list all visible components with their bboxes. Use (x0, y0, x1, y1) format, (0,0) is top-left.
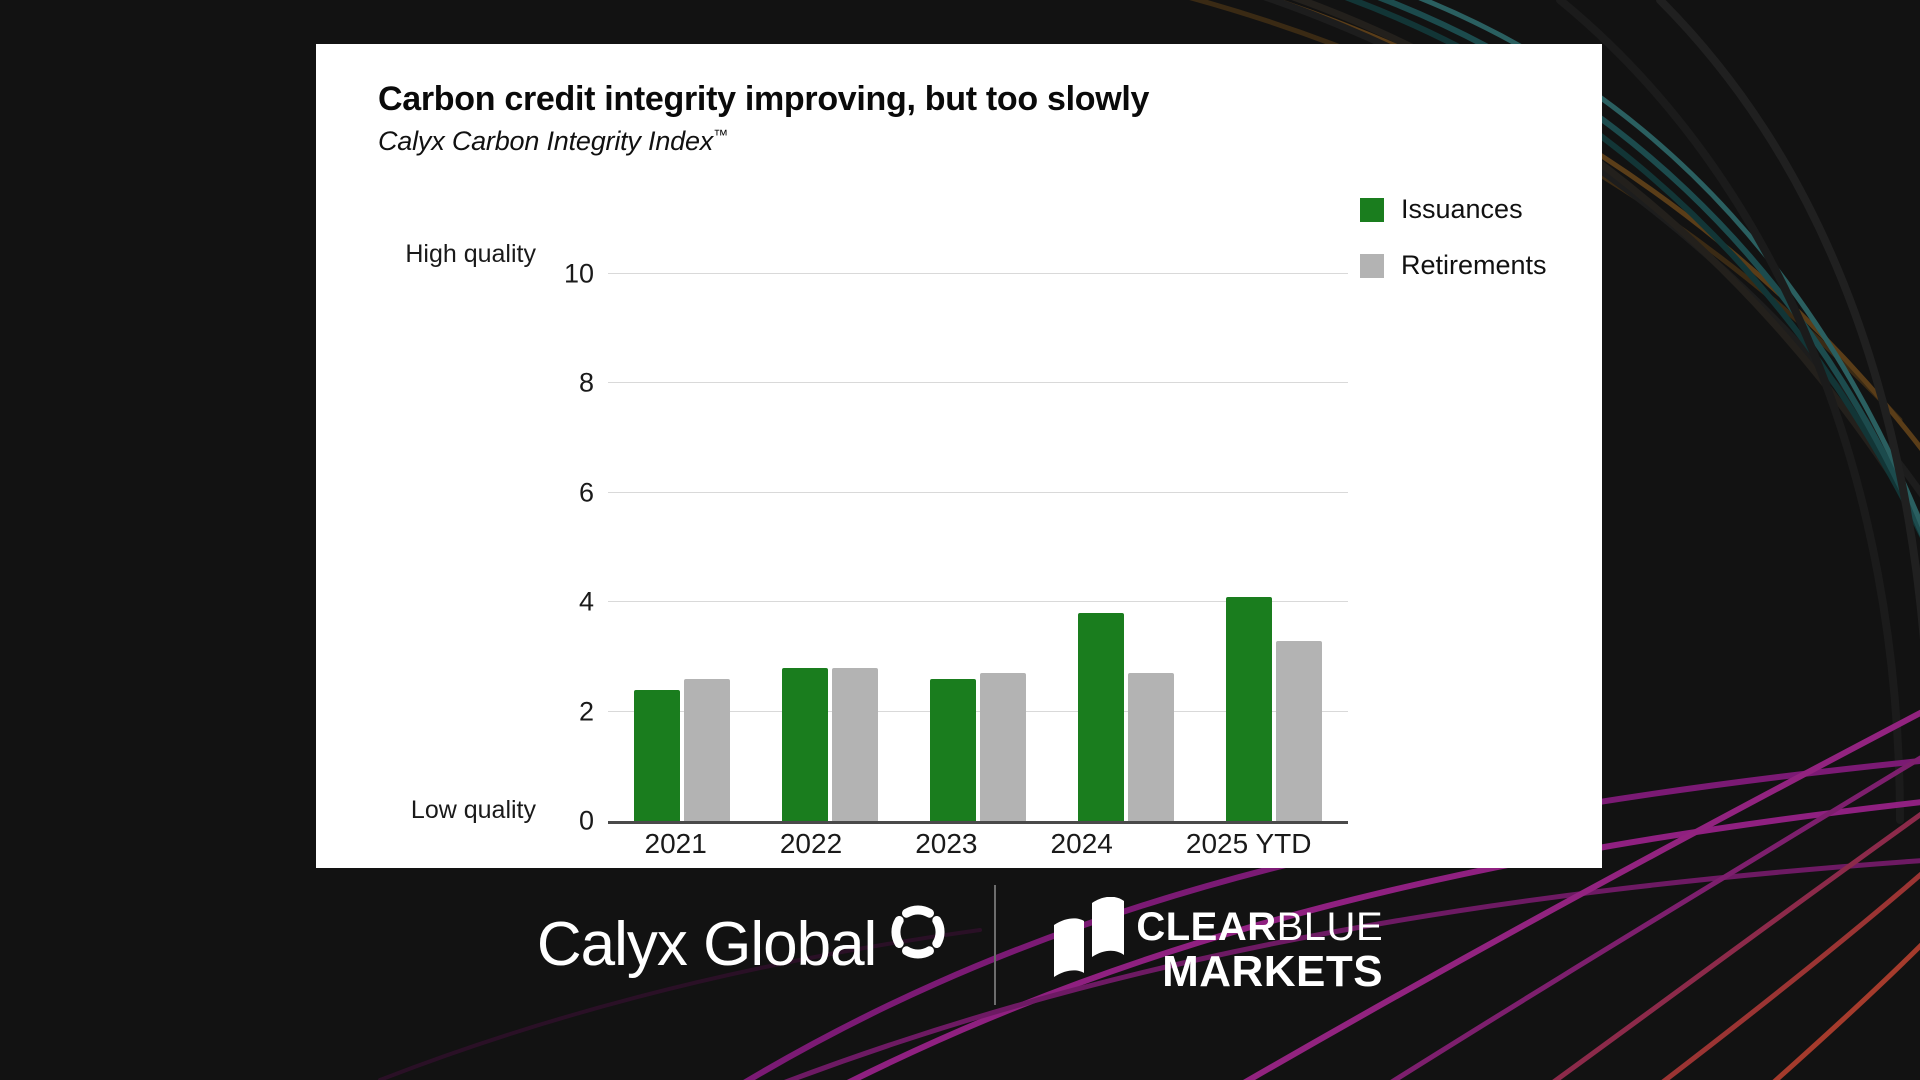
x-axis-label-2021: 2021 (644, 828, 707, 859)
x-axis-labels: 2021 2022 2023 2024 2025 YTD (608, 828, 1348, 860)
y-axis-tick-label: 0 (578, 805, 594, 836)
x-axis-baseline (608, 821, 1348, 824)
y-axis-tick-label: 10 (563, 258, 594, 289)
cbm-clear-text: CLEAR (1136, 905, 1277, 950)
legend-label: Issuances (1401, 194, 1523, 224)
x-axis-label-2023: 2023 (915, 828, 978, 859)
bar-group (634, 274, 730, 821)
y-axis-tick-label: 6 (578, 477, 594, 508)
bar-issuances-2023 (930, 678, 976, 821)
bar-group (1078, 274, 1174, 821)
bar-issuances-2025-ytd (1226, 596, 1272, 821)
chart-subtitle-text: Calyx Carbon Integrity Index (378, 126, 714, 157)
low-quality-label: Low quality (410, 796, 536, 824)
chart-header: Carbon credit integrity improving, but t… (316, 44, 1602, 157)
chart-title: Carbon credit integrity improving, but t… (378, 80, 1150, 118)
legend-label: Retirements (1401, 250, 1547, 280)
legend-item-retirements[interactable]: Retirements (1360, 250, 1547, 281)
bar-group (930, 274, 1026, 821)
bar-group (1226, 274, 1322, 821)
bar-issuances-2021 (634, 689, 680, 821)
chart-card: Carbon credit integrity improving, but t… (316, 44, 1602, 868)
y-axis-tick-label: 4 (578, 586, 594, 617)
bar-retirements-2025-ytd (1276, 640, 1322, 821)
bar-group (782, 274, 878, 821)
x-axis-label-2022: 2022 (779, 828, 843, 859)
legend-item-issuances[interactable]: Issuances (1360, 194, 1547, 225)
cbm-line-one: CLEARBLUE (1136, 905, 1384, 950)
footer-logos: Calyx Global CLEARBLUE MARKETS (0, 875, 1920, 1015)
chart-legend: Issuances Retirements (1360, 194, 1547, 306)
y-axis-ticks: 0 2 4 6 8 10 (544, 224, 594, 836)
x-axis-label-2025-ytd: 2025 YTD (1185, 828, 1312, 859)
clear-blue-markets-logo: CLEARBLUE MARKETS (996, 897, 1383, 993)
clear-blue-markets-wordmark: CLEARBLUE MARKETS (1136, 905, 1384, 996)
plot-wrapper: High quality Low quality 0 2 4 6 8 10 2021 202… (316, 224, 1602, 864)
cbm-markets-text: MARKETS (1162, 946, 1384, 996)
plot-area (608, 224, 1348, 824)
chart-subtitle: Calyx Carbon Integrity Index™ (378, 126, 1602, 157)
bar-issuances-2022 (782, 667, 828, 821)
trademark-symbol: ™ (713, 127, 728, 145)
bar-issuances-2024 (1078, 613, 1124, 821)
bar-retirements-2021 (684, 678, 730, 821)
cbm-blue-text: BLUE (1276, 905, 1384, 950)
calyx-global-logo: Calyx Global (537, 904, 994, 986)
bars-layer (608, 274, 1348, 821)
legend-swatch-issuances (1360, 197, 1384, 222)
y-axis-tick-label: 2 (578, 696, 594, 727)
bar-retirements-2022 (832, 667, 878, 821)
calyx-wordmark: Calyx Global (536, 910, 877, 979)
segmented-ring-icon (891, 905, 945, 959)
bar-retirements-2023 (980, 673, 1026, 821)
flag-icon (1054, 897, 1125, 977)
x-axis-label-2024: 2024 (1050, 828, 1113, 859)
y-axis-tick-label: 8 (578, 367, 594, 398)
high-quality-label: High quality (405, 240, 536, 268)
bar-retirements-2024 (1128, 673, 1174, 821)
legend-swatch-retirements (1360, 253, 1384, 278)
